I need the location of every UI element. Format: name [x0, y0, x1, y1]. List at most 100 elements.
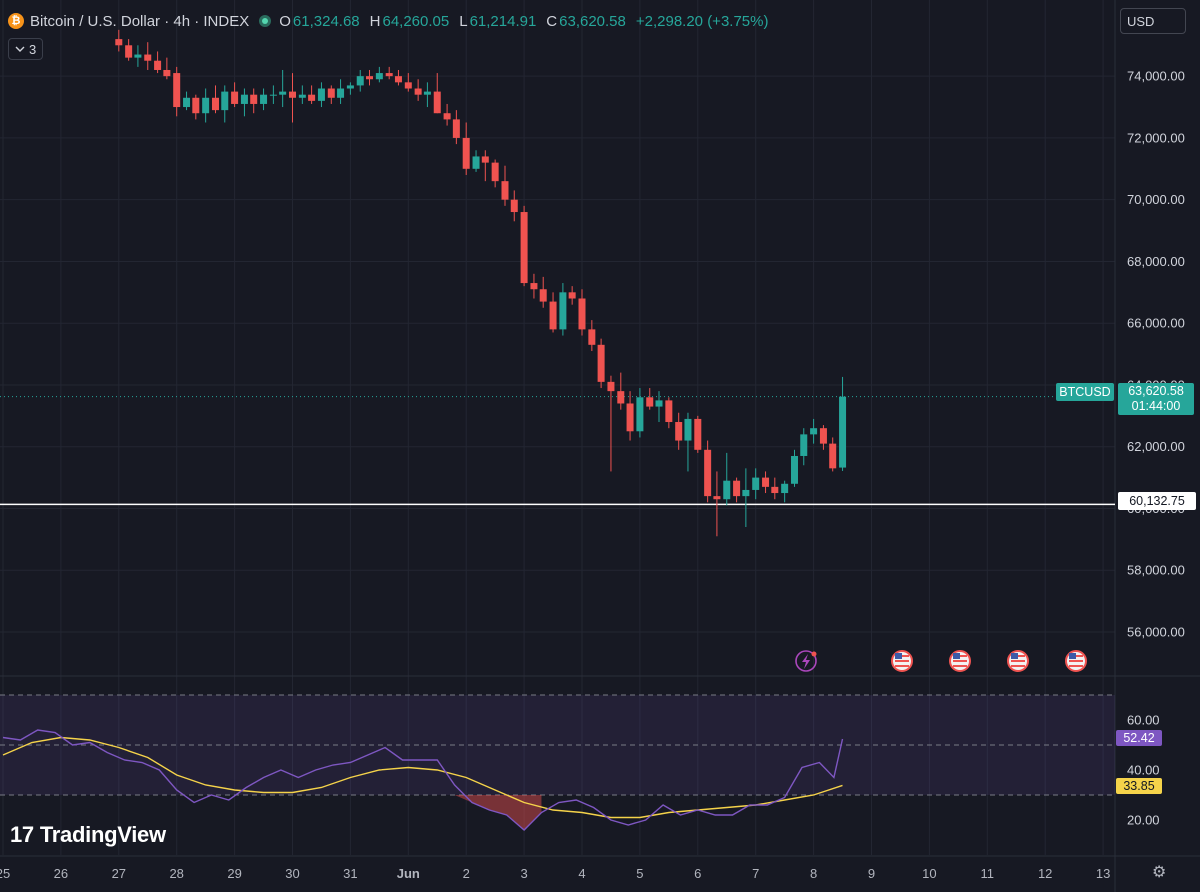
x-tick-label: 13: [1096, 866, 1110, 881]
y-tick-label: 72,000.00: [1127, 130, 1185, 145]
flag-canton: [895, 653, 902, 659]
candle-body: [626, 403, 634, 432]
candle-body: [433, 91, 441, 114]
candle: [626, 391, 634, 441]
candle: [394, 69, 402, 86]
x-tick-label: 8: [810, 866, 817, 881]
candle: [501, 165, 509, 206]
x-tick-label: 11: [981, 866, 995, 881]
flag-canton: [1011, 653, 1018, 659]
currency-selector[interactable]: USD: [1120, 8, 1186, 34]
candle: [472, 150, 480, 172]
x-tick-label: Jun: [397, 866, 420, 881]
candle: [308, 85, 316, 104]
flag-stripe: [1069, 660, 1083, 662]
gear-icon[interactable]: ⚙: [1152, 864, 1167, 881]
candle-body: [723, 480, 731, 500]
y-tick-label: 56,000.00: [1127, 625, 1185, 640]
candle-body: [568, 292, 576, 299]
candle: [510, 190, 518, 222]
candle: [539, 276, 547, 308]
candle-body: [394, 76, 402, 83]
candle: [404, 73, 412, 92]
candle: [655, 391, 663, 423]
candle: [491, 159, 499, 188]
candle: [250, 88, 258, 114]
candle: [704, 440, 712, 503]
candle: [375, 66, 383, 83]
candle-body: [202, 97, 210, 114]
candle: [810, 418, 818, 444]
lightning-event-icon: [795, 650, 817, 672]
candle-body: [501, 181, 509, 200]
candle: [134, 45, 142, 67]
open-value: 61,324.68: [292, 12, 360, 30]
rsi-line: [2, 729, 844, 831]
candle: [125, 39, 133, 61]
candle-body: [684, 418, 692, 441]
x-tick-label: 12: [1038, 866, 1052, 881]
bitcoin-icon: ₿: [8, 13, 24, 29]
x-tick-label: 7: [752, 866, 759, 881]
candle-body: [694, 418, 702, 450]
candle: [665, 397, 673, 429]
candle: [752, 468, 760, 500]
candle-body: [298, 94, 306, 98]
candle: [221, 85, 229, 123]
candle-body: [231, 91, 239, 104]
x-tick-label: 5: [636, 866, 643, 881]
candle: [819, 425, 827, 450]
candle-body: [704, 449, 712, 497]
candle: [829, 437, 837, 472]
x-tick-label: 25: [0, 866, 10, 881]
candle: [298, 85, 306, 104]
candle-body: [317, 88, 325, 101]
chart-legend: ₿ Bitcoin / U.S. Dollar · 4h · INDEX O 61…: [8, 10, 768, 32]
candle-body: [810, 428, 818, 435]
tradingview-logo[interactable]: 17 TradingView: [10, 822, 166, 848]
candle: [144, 42, 152, 70]
candle: [559, 283, 567, 336]
candle: [597, 338, 605, 389]
candle-body: [240, 94, 248, 104]
flag-stripe: [895, 660, 909, 662]
candle-body: [530, 283, 538, 290]
candle: [279, 69, 287, 108]
lightning-bolt: [802, 654, 810, 669]
candle-body: [125, 45, 133, 58]
candle-body: [588, 329, 596, 345]
symbol-title[interactable]: Bitcoin / U.S. Dollar · 4h · INDEX: [30, 12, 250, 30]
candle-body: [762, 477, 770, 487]
x-tick-label: 30: [285, 866, 299, 881]
candle-body: [520, 212, 528, 284]
candle: [317, 82, 325, 108]
candle: [433, 73, 441, 114]
candle: [443, 103, 451, 126]
rsi-ma-value-label: 33.85: [1116, 778, 1162, 794]
candle: [163, 57, 171, 80]
candle: [839, 376, 847, 471]
lightning-dot: [811, 651, 817, 657]
rsi-value-label: 52.42: [1116, 730, 1162, 746]
flag-canton: [953, 653, 960, 659]
candle-body: [144, 54, 152, 61]
candle-body: [655, 400, 663, 407]
tradingview-mark-icon: 17: [10, 822, 34, 847]
lightning-circle: [795, 650, 817, 672]
candle-body: [337, 88, 345, 98]
candle-body: [781, 483, 789, 494]
candle-body: [713, 496, 721, 500]
candle: [327, 85, 335, 104]
x-tick-label: 2: [463, 866, 470, 881]
candle: [481, 150, 489, 182]
candle: [115, 29, 123, 52]
candle-body: [346, 85, 354, 89]
horizontal-line-label[interactable]: 60,132.75: [1118, 492, 1196, 510]
candle-body: [481, 156, 489, 163]
flag-stripe: [1069, 665, 1083, 667]
candle: [260, 88, 268, 111]
indicators-toggle-button[interactable]: 3: [8, 38, 44, 60]
x-tick-label: 6: [694, 866, 701, 881]
flag-stripe: [953, 660, 967, 662]
